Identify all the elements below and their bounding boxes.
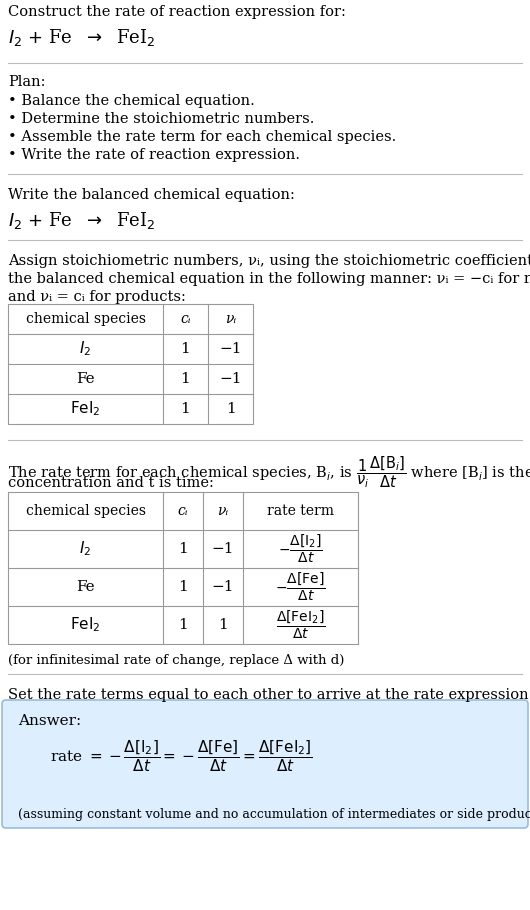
Bar [8, 304, 253, 424]
Text: $\mathrm{FeI}_2$: $\mathrm{FeI}_2$ [70, 616, 101, 634]
Text: $\mathit{I}_2$ $+$ Fe  $\rightarrow$  FeI$_2$: $\mathit{I}_2$ $+$ Fe $\rightarrow$ FeI$… [8, 27, 156, 48]
Text: $\mathit{I}_2$ $+$ Fe  $\rightarrow$  FeI$_2$: $\mathit{I}_2$ $+$ Fe $\rightarrow$ FeI$… [8, 210, 156, 231]
Text: −1: −1 [219, 372, 242, 386]
Text: 1: 1 [178, 580, 188, 594]
Text: chemical species: chemical species [25, 312, 146, 326]
Text: • Determine the stoichiometric numbers.: • Determine the stoichiometric numbers. [8, 112, 314, 126]
Text: 1: 1 [226, 402, 235, 416]
Text: (assuming constant volume and no accumulation of intermediates or side products): (assuming constant volume and no accumul… [18, 808, 530, 821]
Text: 1: 1 [218, 618, 228, 632]
Text: Set the rate terms equal to each other to arrive at the rate expression:: Set the rate terms equal to each other t… [8, 688, 530, 702]
Text: • Balance the chemical equation.: • Balance the chemical equation. [8, 94, 255, 108]
Bar [8, 492, 358, 644]
Text: cᵢ: cᵢ [180, 312, 191, 326]
Text: rate term: rate term [267, 504, 334, 518]
Text: and νᵢ = cᵢ for products:: and νᵢ = cᵢ for products: [8, 290, 186, 304]
Text: chemical species: chemical species [25, 504, 146, 518]
Text: 1: 1 [181, 342, 190, 356]
Text: • Write the rate of reaction expression.: • Write the rate of reaction expression. [8, 148, 300, 162]
Text: $-\dfrac{\Delta[\mathrm{I_2}]}{\Delta t}$: $-\dfrac{\Delta[\mathrm{I_2}]}{\Delta t}… [278, 533, 323, 565]
Text: Write the balanced chemical equation:: Write the balanced chemical equation: [8, 188, 295, 202]
Text: $\dfrac{\Delta[\mathrm{FeI_2}]}{\Delta t}$: $\dfrac{\Delta[\mathrm{FeI_2}]}{\Delta t… [276, 609, 325, 642]
Text: 1: 1 [181, 372, 190, 386]
Text: concentration and t is time:: concentration and t is time: [8, 476, 214, 490]
Text: −1: −1 [219, 342, 242, 356]
Text: −1: −1 [212, 542, 234, 556]
Text: Plan:: Plan: [8, 75, 46, 89]
Text: Answer:: Answer: [18, 714, 81, 728]
Text: Fe: Fe [76, 580, 95, 594]
Text: Fe: Fe [76, 372, 95, 386]
Text: rate $= -\dfrac{\Delta[\mathrm{I_2}]}{\Delta t} = -\dfrac{\Delta[\mathrm{Fe}]}{\: rate $= -\dfrac{\Delta[\mathrm{I_2}]}{\D… [50, 738, 313, 774]
FancyBboxPatch shape [2, 700, 528, 828]
Text: 1: 1 [181, 402, 190, 416]
Text: 1: 1 [178, 618, 188, 632]
Text: Assign stoichiometric numbers, νᵢ, using the stoichiometric coefficients, cᵢ, fr: Assign stoichiometric numbers, νᵢ, using… [8, 254, 530, 268]
Text: $-\dfrac{\Delta[\mathrm{Fe}]}{\Delta t}$: $-\dfrac{\Delta[\mathrm{Fe}]}{\Delta t}$ [275, 571, 326, 603]
Text: νᵢ: νᵢ [225, 312, 236, 326]
Text: νᵢ: νᵢ [217, 504, 228, 518]
Text: • Assemble the rate term for each chemical species.: • Assemble the rate term for each chemic… [8, 130, 396, 144]
Text: 1: 1 [178, 542, 188, 556]
Text: cᵢ: cᵢ [178, 504, 188, 518]
Text: $I_2$: $I_2$ [80, 540, 92, 559]
Text: −1: −1 [212, 580, 234, 594]
Text: $\mathrm{FeI}_2$: $\mathrm{FeI}_2$ [70, 399, 101, 419]
Text: The rate term for each chemical species, B$_i$, is $\dfrac{1}{\nu_i}\dfrac{\Delt: The rate term for each chemical species,… [8, 454, 530, 490]
Text: $I_2$: $I_2$ [80, 339, 92, 359]
Text: the balanced chemical equation in the following manner: νᵢ = −cᵢ for reactants: the balanced chemical equation in the fo… [8, 272, 530, 286]
Text: (for infinitesimal rate of change, replace Δ with d): (for infinitesimal rate of change, repla… [8, 654, 344, 667]
Text: Construct the rate of reaction expression for:: Construct the rate of reaction expressio… [8, 5, 346, 19]
